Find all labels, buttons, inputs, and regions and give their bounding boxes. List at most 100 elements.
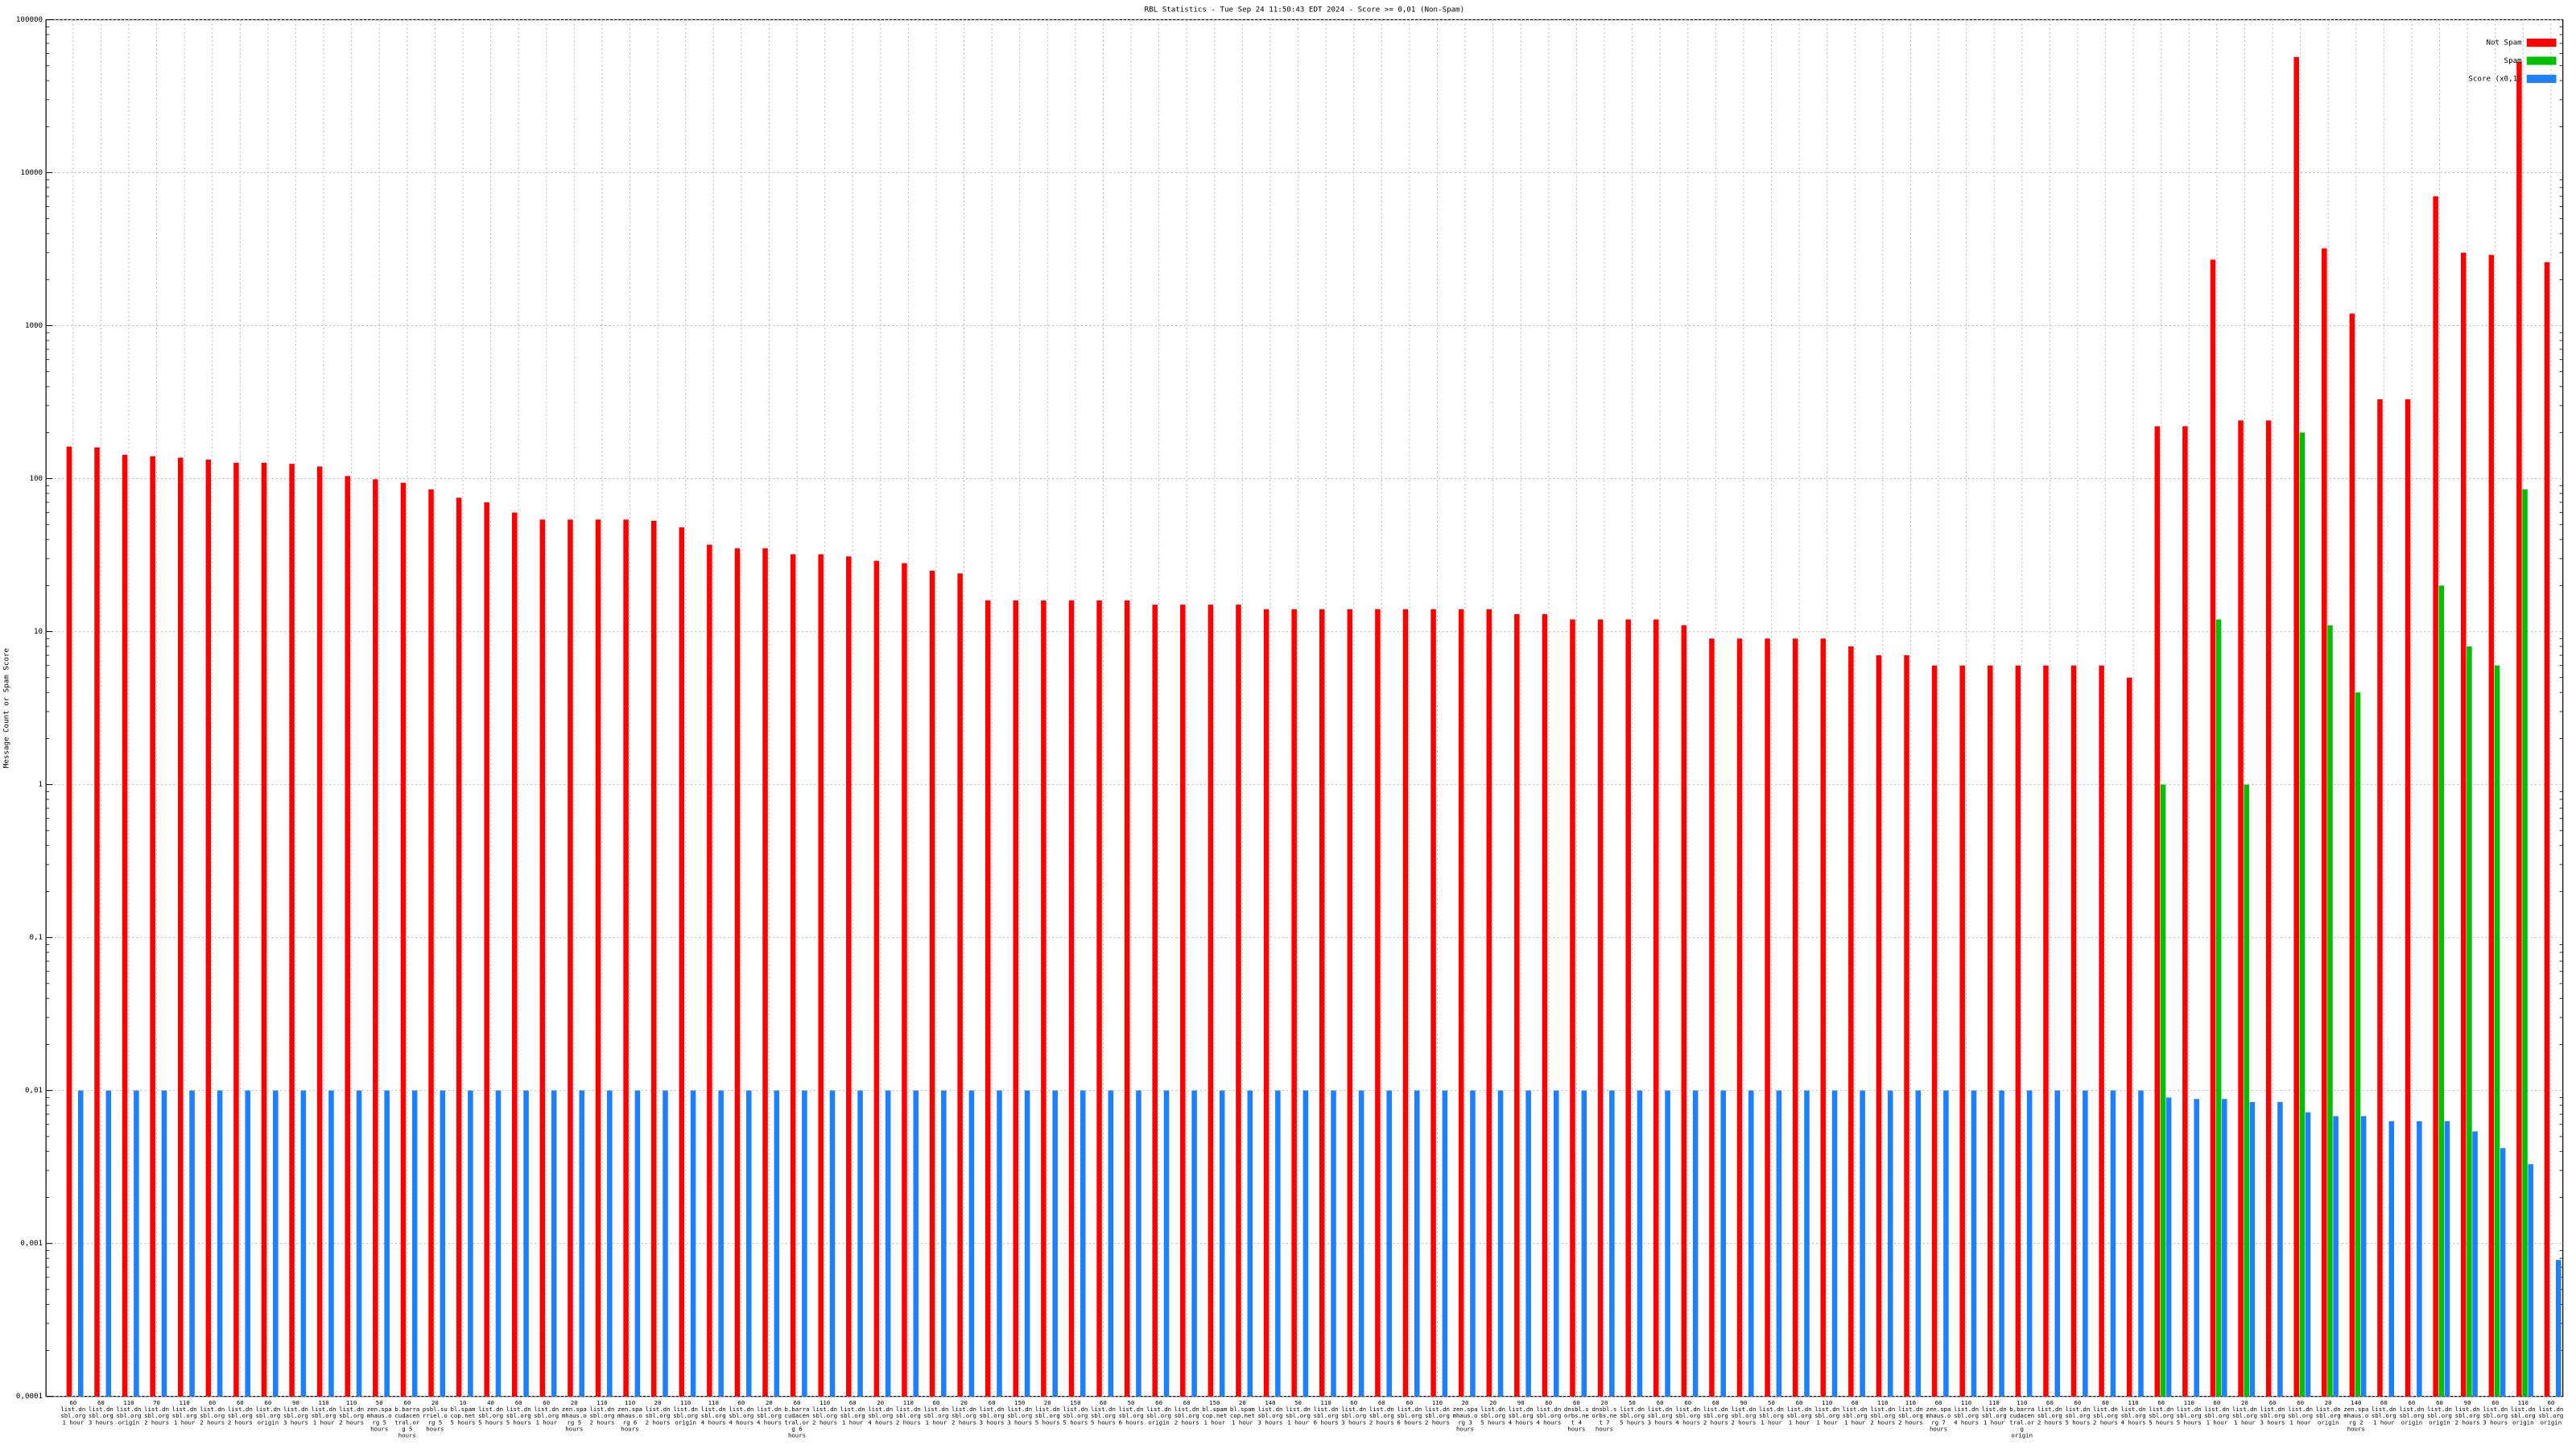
x-tick-label-box: 60 list.dnsbl.org 5 hours <box>2149 1399 2174 1426</box>
x-tick-label: 20 zen.spamhaus.org 5 hours <box>561 1398 587 1432</box>
x-tick-label-box: 60 zen.spamhaus.org 7 hours <box>1926 1398 1951 1432</box>
bar <box>2015 665 2021 1397</box>
x-tick-label-box: 60 list.dnsbl.org 5 hours <box>506 1398 531 1426</box>
bar <box>1776 1090 1782 1397</box>
x-tick-label-box: 20 zen.spamhaus.org 5 hours <box>561 1398 587 1432</box>
x-tick-label: 60 list.dnsbl.org 5 hours <box>506 1398 531 1426</box>
bar <box>2544 262 2550 1397</box>
bar <box>2165 1097 2172 1397</box>
bar <box>2299 432 2306 1397</box>
x-tick-label: 110 list.dnsbl.org origin <box>116 1398 142 1426</box>
x-tick-label-box: 50 list.dnsbl.org 1 hour <box>1286 1399 1311 1426</box>
x-tick-label: 110 list.dnsbl.org 5 hours <box>2176 1398 2202 1426</box>
bar <box>1653 619 1659 1397</box>
bar <box>1553 1090 1559 1397</box>
x-tick-label: 60 list.dnsbl.org 1 hour <box>2204 1398 2230 1426</box>
x-tick-label-box: 60 list.dnsbl.org 3 hours <box>88 1398 114 1426</box>
x-tick-label: 60 list.dnsbl.org 6 hours <box>1397 1398 1422 1426</box>
x-tick-label: 60 b.barracudacentral.org 6 hours <box>784 1398 810 1439</box>
y-tick-label: 0,001 <box>20 1239 43 1248</box>
bar <box>1637 1090 1643 1397</box>
x-tick-label: 90 list.dnsbl.org 2 hours <box>1731 1398 1757 1426</box>
bar <box>579 1090 585 1397</box>
x-tick-label-box: 60 list.dnsbl.org 1 hour <box>60 1399 85 1426</box>
bar <box>846 556 852 1397</box>
x-tick-label: 70 list.dnsbl.org 2 hours <box>144 1398 170 1426</box>
x-tick-label-box: 60 list.dnsbl.org 3 hours <box>1341 1399 1366 1426</box>
x-tick-label-box: 110 list.dnsbl.org 2 hours <box>812 1399 837 1426</box>
bar <box>551 1090 557 1397</box>
bar <box>1013 600 1019 1397</box>
bar <box>2528 1164 2533 1397</box>
x-tick-label: 90 list.dnsbl.org 4 hours <box>1508 1398 1534 1426</box>
x-tick-label: 60 list.dnsbl.org 1 hour <box>2288 1398 2314 1426</box>
bar <box>1709 638 1715 1397</box>
bar <box>1597 619 1604 1397</box>
x-tick-label: 50 list.dnsbl.org 1 hour <box>1759 1398 1784 1426</box>
x-tick-label-box: 110 list.dnsbl.org 2 hours <box>1898 1399 1923 1426</box>
bar <box>1497 1090 1504 1397</box>
x-tick-label-box: 90 list.dnsbl.org 2 hours <box>1731 1398 1757 1426</box>
x-tick-label-box: 60 list.dnsbl.org 1 hour <box>923 1399 948 1426</box>
x-tick-label-box: 20 dnsbl.sorbs.net 7 hours <box>1592 1399 1617 1432</box>
bar <box>373 479 378 1397</box>
bar <box>94 447 100 1397</box>
bar <box>1163 1090 1170 1397</box>
bar <box>997 1090 1002 1397</box>
x-tick-label: 60 list.dnsbl.org 1 hour <box>1842 1398 1868 1426</box>
x-tick-label: 20 list.dnsbl.org 5 hours <box>1034 1398 1060 1426</box>
bar <box>650 520 657 1397</box>
bar <box>2355 692 2361 1397</box>
bar <box>2438 585 2445 1397</box>
x-tick-label-box: 60 list.dnsbl.org 3 hours <box>2260 1398 2285 1426</box>
x-tick-label: 20 psbl.surriel.org 5 hours <box>422 1398 448 1432</box>
x-tick-label: 110 list.dnsbl.org 2 hours <box>1424 1398 1450 1426</box>
x-tick-label-box: 20 list.dnsbl.org 5 hours <box>1480 1399 1505 1426</box>
bar <box>1458 609 1464 1397</box>
bar <box>2126 677 2132 1397</box>
bar <box>1236 605 1241 1397</box>
x-tick-label: 150 list.dnsbl.org 5 hours <box>1063 1398 1088 1426</box>
bar <box>1152 605 1158 1397</box>
x-tick-label: 20 zen.spamhaus.org 3 hours <box>1452 1398 1478 1432</box>
x-tick-label-box: 110 list.dnsbl.org 2 hours <box>339 1399 364 1426</box>
bar <box>2249 1102 2256 1397</box>
bar <box>316 466 323 1397</box>
bar <box>607 1090 613 1397</box>
x-tick-label-box: 60 list.dnsbl.org 3 hours <box>2483 1399 2508 1426</box>
x-tick-label: 110 list.dnsbl.org 4 hours <box>2120 1398 2146 1426</box>
bar <box>1402 609 1409 1397</box>
bar <box>217 1090 223 1397</box>
x-tick-label-box: 110 list.dnsbl.org 4 hours <box>1954 1399 1979 1426</box>
bar <box>1915 1090 1922 1397</box>
bar <box>1792 638 1798 1397</box>
bar <box>1136 1090 1141 1397</box>
bar <box>2154 426 2161 1397</box>
bar <box>885 1090 891 1397</box>
y-tick-label: 100 <box>29 474 43 483</box>
x-tick-label: 140 list.dnsbl.org 3 hours <box>1257 1398 1283 1426</box>
x-tick-label-box: 110 list.dnsbl.org 1 hour <box>172 1399 197 1426</box>
bar <box>2417 1121 2422 1397</box>
x-tick-label: 60 zen.spamhaus.org 7 hours <box>1926 1398 1951 1432</box>
bar <box>122 455 128 1397</box>
bar <box>1887 1090 1893 1397</box>
x-tick-label: 60 list.dnsbl.org 3 hours <box>88 1398 114 1426</box>
x-tick-label-box: 20 zen.spamhaus.org 3 hours <box>1452 1398 1478 1432</box>
bar <box>2494 665 2500 1397</box>
bar <box>1570 619 1575 1397</box>
x-tick-label: 20 list.dnsbl.org 2 hours <box>645 1398 671 1426</box>
bar <box>734 548 741 1397</box>
bar <box>2138 1090 2144 1397</box>
bar <box>2556 1260 2562 1397</box>
x-tick-label-box: 110 b.barracudacentral.org origin <box>2009 1399 2034 1439</box>
bar <box>634 1090 641 1397</box>
bar <box>1275 1090 1281 1397</box>
bar <box>539 519 546 1397</box>
bar <box>2293 56 2299 1397</box>
x-tick-label: 60 list.dnsbl.org 3 hours <box>2260 1398 2285 1426</box>
x-tick-label-box: 60 list.dnsbl.org 4 hours <box>1675 1399 1700 1426</box>
bar <box>2433 196 2438 1397</box>
bar <box>1736 638 1743 1397</box>
